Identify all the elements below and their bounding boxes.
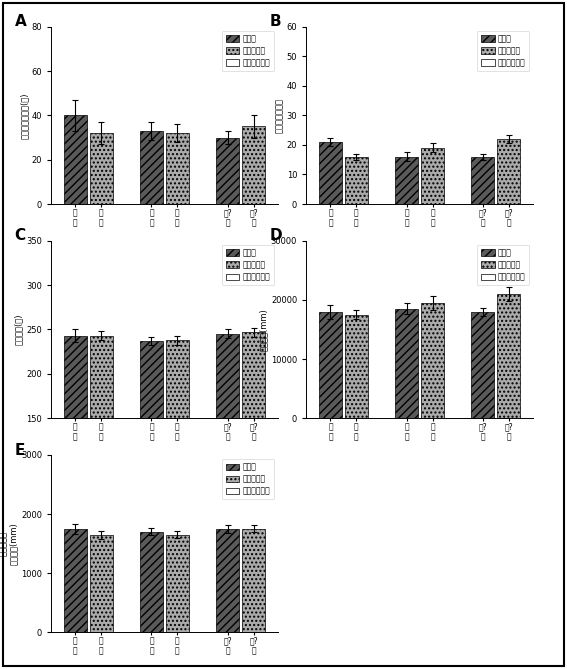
- Bar: [216, 138, 239, 204]
- Legend: 野生型, ヘテロ接合, ノックアウト: 野生型, ヘテロ接合, ノックアウト: [222, 459, 274, 500]
- Bar: [497, 294, 521, 418]
- Y-axis label: 中央部進入回数: 中央部進入回数: [275, 98, 284, 133]
- Text: E: E: [15, 442, 25, 458]
- Bar: [242, 529, 265, 632]
- Y-axis label: 移動のない
運動距離(mm): 移動のない 運動距離(mm): [0, 522, 18, 565]
- Bar: [90, 133, 113, 204]
- Text: B: B: [270, 14, 282, 29]
- Bar: [90, 535, 113, 632]
- Bar: [395, 157, 418, 204]
- Bar: [319, 312, 342, 418]
- Bar: [421, 303, 445, 418]
- Bar: [166, 535, 189, 632]
- Y-axis label: 移動距離(mm): 移動距離(mm): [259, 308, 268, 351]
- Bar: [471, 157, 494, 204]
- Bar: [216, 334, 239, 551]
- Bar: [139, 341, 163, 551]
- Y-axis label: 走路時間(秒): 走路時間(秒): [14, 314, 23, 345]
- Bar: [319, 142, 342, 204]
- Text: C: C: [15, 228, 26, 244]
- Legend: 野生型, ヘテロ接合, ノックアウト: 野生型, ヘテロ接合, ノックアウト: [222, 245, 274, 286]
- Text: D: D: [270, 228, 282, 244]
- Y-axis label: 中央部滞在時間(秒): 中央部滞在時間(秒): [20, 92, 28, 138]
- Bar: [139, 532, 163, 632]
- Legend: 野生型, ヘテロ接合, ノックアウト: 野生型, ヘテロ接合, ノックアウト: [477, 31, 529, 72]
- Bar: [64, 529, 87, 632]
- Text: A: A: [15, 14, 27, 29]
- Legend: 野生型, ヘテロ接合, ノックアウト: 野生型, ヘテロ接合, ノックアウト: [477, 245, 529, 286]
- Bar: [497, 139, 521, 204]
- Bar: [64, 115, 87, 204]
- Bar: [471, 312, 494, 418]
- Bar: [64, 336, 87, 551]
- Bar: [166, 340, 189, 551]
- Bar: [421, 148, 445, 204]
- Bar: [345, 157, 368, 204]
- Bar: [345, 314, 368, 418]
- Bar: [242, 126, 265, 204]
- Bar: [166, 133, 189, 204]
- Bar: [395, 309, 418, 418]
- Bar: [139, 131, 163, 204]
- Bar: [90, 336, 113, 551]
- Bar: [242, 332, 265, 551]
- Legend: 野生型, ヘテロ接合, ノックアウト: 野生型, ヘテロ接合, ノックアウト: [222, 31, 274, 72]
- Bar: [216, 529, 239, 632]
